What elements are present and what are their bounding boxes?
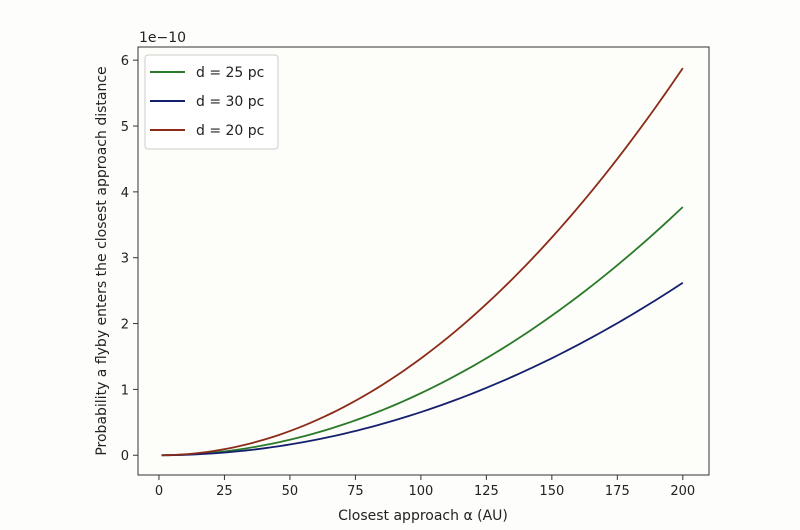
x-tick-label: 200 — [670, 484, 695, 499]
y-tick-label: 2 — [121, 318, 129, 333]
x-tick-label: 175 — [605, 484, 630, 499]
series-layer — [161, 67, 684, 457]
y-tick-label: 5 — [121, 120, 129, 135]
x-axis-ticks: 0 25 50 75 100 125 150 175 200 — [155, 475, 695, 499]
legend-label-2: d = 20 pc — [196, 123, 264, 139]
y-offset-label: 1e−10 — [139, 30, 186, 46]
x-axis-label: Closest approach α (AU) — [338, 508, 508, 524]
y-tick-label: 1 — [121, 383, 129, 398]
y-tick-label: 4 — [121, 186, 129, 201]
y-axis-ticks: 0 1 2 3 4 5 6 — [121, 54, 138, 464]
x-tick-label: 25 — [216, 484, 233, 499]
legend: d = 25 pc d = 30 pc d = 20 pc — [144, 54, 279, 150]
legend-box — [144, 54, 279, 150]
x-tick-label: 0 — [155, 484, 163, 499]
series-line-1 — [161, 281, 684, 457]
x-tick-label: 100 — [408, 484, 433, 499]
y-tick-label: 6 — [121, 54, 129, 69]
x-tick-label: 75 — [347, 484, 364, 499]
y-tick-label: 3 — [121, 252, 129, 267]
series-line-0 — [161, 206, 684, 457]
x-tick-label: 150 — [539, 484, 564, 499]
x-tick-label: 125 — [474, 484, 499, 499]
legend-label-1: d = 30 pc — [196, 94, 264, 110]
plot-frame — [137, 46, 710, 476]
legend-label-0: d = 25 pc — [196, 65, 264, 81]
y-axis-label: Probability a flyby enters the closest a… — [94, 66, 110, 455]
x-tick-label: 50 — [282, 484, 299, 499]
series-line-2 — [161, 67, 684, 457]
y-tick-label: 0 — [121, 449, 129, 464]
